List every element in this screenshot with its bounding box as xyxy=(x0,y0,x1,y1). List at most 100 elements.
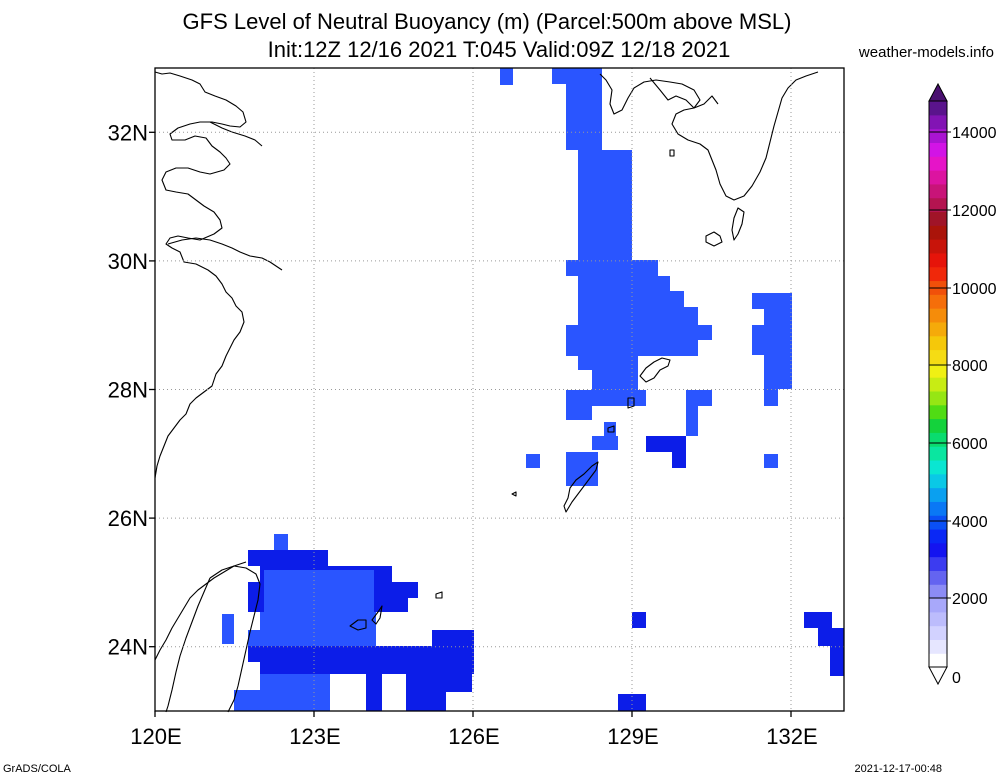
islet-c xyxy=(607,425,615,433)
field-cell xyxy=(566,390,592,420)
colorbar-swatch xyxy=(929,349,947,364)
china-coast-lower xyxy=(154,561,247,661)
field-cell xyxy=(764,389,778,406)
colorbar-swatch xyxy=(929,142,947,157)
lon-label: 129E xyxy=(607,724,658,749)
amami-oshima xyxy=(639,357,671,383)
field-cell xyxy=(818,628,844,646)
colorbar-swatch xyxy=(929,377,947,392)
field-cell xyxy=(578,356,638,370)
colorbar-swatch xyxy=(929,335,947,351)
colorbar-swatch xyxy=(929,446,947,461)
colorbar-swatch xyxy=(929,528,947,544)
field-cell xyxy=(672,452,686,468)
colorbar-label: 4000 xyxy=(952,514,988,531)
china-coast xyxy=(154,71,247,479)
colorbar-swatch xyxy=(929,211,947,226)
field-cell xyxy=(526,454,540,468)
colorbar-swatch xyxy=(929,625,947,640)
colorbar-label: 10000 xyxy=(952,281,997,298)
field-cell xyxy=(592,436,618,450)
colorbar-swatch xyxy=(929,183,947,199)
colorbar-swatch xyxy=(929,128,947,144)
field-cell xyxy=(592,370,638,390)
colorbar-swatch xyxy=(929,321,947,337)
colorbar-swatch xyxy=(929,197,947,213)
colorbar-swatch xyxy=(929,570,947,585)
colorbar-swatch xyxy=(929,653,947,668)
colorbar-swatch xyxy=(929,114,947,130)
ishigaki xyxy=(349,619,367,631)
colorbar-swatch xyxy=(929,501,947,516)
field-cell xyxy=(764,355,792,389)
field-cell xyxy=(752,325,792,355)
axis-labels: 120E 123E 126E 129E 132E 32N 30N 28N 26N 24N xyxy=(108,120,818,749)
colorbar-label: 14000 xyxy=(952,125,997,142)
colorbar-swatch xyxy=(929,101,947,116)
field-cell xyxy=(552,68,602,84)
colorbar-swatch xyxy=(929,432,947,447)
field-cell xyxy=(406,692,446,711)
field-cell xyxy=(804,612,832,628)
colorbar-swatch xyxy=(929,308,947,323)
field-cell xyxy=(578,291,684,307)
islet-a xyxy=(511,491,517,497)
colorbar-swatch xyxy=(929,170,947,185)
colorbar-label: 0 xyxy=(952,670,961,687)
field-cell xyxy=(248,550,328,566)
buoyancy-field xyxy=(222,68,844,711)
lat-label: 32N xyxy=(108,120,148,145)
kyushu xyxy=(599,71,819,201)
field-cell xyxy=(234,690,260,711)
footer-timestamp: 2021-12-17-00:48 xyxy=(854,763,942,775)
miyako xyxy=(371,605,383,625)
colorbar-label: 8000 xyxy=(952,358,988,375)
colorbar-max-triangle xyxy=(928,82,948,102)
field-cell xyxy=(578,307,698,325)
colorbar-label: 12000 xyxy=(952,203,997,220)
lat-label: 26N xyxy=(108,506,148,531)
hangzhou-bay xyxy=(167,237,283,271)
colorbar-swatch xyxy=(929,459,947,475)
chart-subtitle: Init:12Z 12/16 2021 T:045 Valid:09Z 12/1… xyxy=(267,37,731,62)
field-cell xyxy=(764,454,778,468)
colorbar-min-triangle xyxy=(928,666,948,686)
field-cell xyxy=(592,390,646,406)
tanegashima xyxy=(731,207,745,241)
islet-b xyxy=(669,149,675,157)
field-cell xyxy=(578,276,670,291)
field-cell xyxy=(500,68,513,85)
lat-label: 30N xyxy=(108,249,148,274)
colorbar-swatch xyxy=(929,611,947,627)
field-cell xyxy=(578,150,632,260)
field-cell xyxy=(618,694,646,711)
field-cell xyxy=(752,293,792,309)
okinawa xyxy=(563,461,599,513)
coastlines xyxy=(154,71,819,713)
field-cell xyxy=(566,84,602,150)
axis-ticks xyxy=(149,131,792,717)
yangtze-estuary xyxy=(209,121,263,147)
colorbar-swatch xyxy=(929,515,947,530)
colorbar-swatch xyxy=(929,266,947,282)
field-cell xyxy=(566,260,658,276)
lat-label: 28N xyxy=(108,378,148,403)
colorbar-swatch xyxy=(929,597,947,613)
field-cell xyxy=(566,452,598,486)
lon-label: 120E xyxy=(130,724,181,749)
colorbar-swatch xyxy=(929,225,947,240)
field-cell xyxy=(764,309,792,325)
colorbar-swatch xyxy=(929,404,947,420)
grid-lines xyxy=(155,68,844,711)
colorbar-swatch xyxy=(929,156,947,171)
colorbar-swatch xyxy=(929,542,947,558)
field-cell xyxy=(830,646,844,676)
colorbar-frame xyxy=(928,100,948,668)
field-cell xyxy=(260,674,330,711)
senkaku xyxy=(435,591,443,599)
field-cell xyxy=(686,406,698,436)
colorbar-swatch xyxy=(929,473,947,489)
colorbar-swatch xyxy=(929,487,947,502)
colorbar-swatch xyxy=(929,252,947,268)
